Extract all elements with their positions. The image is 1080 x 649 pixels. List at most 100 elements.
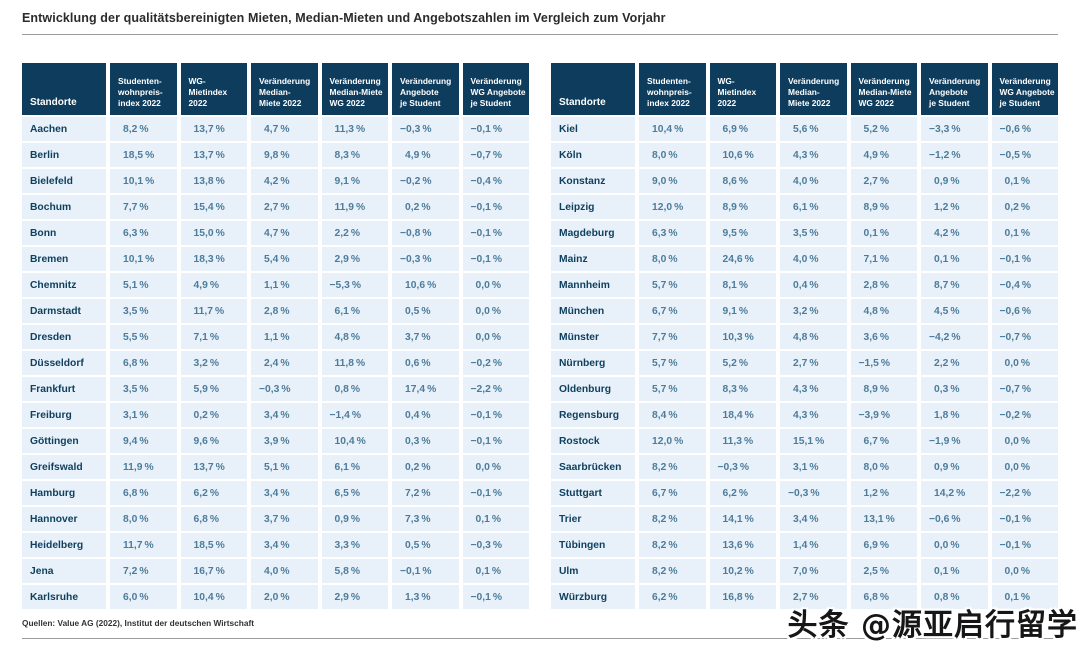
table-row: Ulm 8,2 % 10,2 % 7,0 % 2,5 % 0,1 % 0,0 % [551,558,1062,585]
value-cell: 4,3 % [778,402,851,429]
value-cell: 8,0 % [108,506,181,533]
page-title: Entwicklung der qualitätsbereinigten Mie… [22,11,666,25]
column-header: Studenten- wohnpreis- index 2022 [108,63,181,117]
value-cell: 8,2 % [637,506,710,533]
city-cell: Göttingen [22,428,110,455]
value-cell: 18,4 % [707,402,780,429]
value-cell: 8,0 % [848,454,921,481]
value-cell: 0,1 % [989,168,1062,195]
value-cell: 4,0 % [249,558,322,585]
value-cell: −3,9 % [848,402,921,429]
value-cell: 12,0 % [637,194,710,221]
city-cell: München [551,298,639,325]
value-cell: 6,8 % [108,480,181,507]
value-cell: 0,8 % [919,584,992,611]
value-cell: 3,5 % [778,220,851,247]
value-cell: −0,6 % [989,298,1062,325]
value-cell: 6,8 % [108,350,181,377]
value-cell: 13,7 % [178,142,251,169]
city-cell: Freiburg [22,402,110,429]
value-cell: 0,1 % [460,558,533,585]
city-cell: Dresden [22,324,110,351]
value-cell: −0,1 % [390,558,463,585]
bottom-divider [22,638,1058,639]
value-cell: 13,1 % [848,506,921,533]
city-cell: Münster [551,324,639,351]
table-row: Chemnitz 5,1 % 4,9 % 1,1 % −5,3 % 10,6 % 0,0 % [22,272,533,299]
value-cell: 9,1 % [319,168,392,195]
value-cell: 24,6 % [707,246,780,273]
value-cell: −0,1 % [460,428,533,455]
city-cell: Köln [551,142,639,169]
value-cell: 11,7 % [108,532,181,559]
value-cell: −0,1 % [460,584,533,611]
table-row: Trier 8,2 % 14,1 % 3,4 % 13,1 % −0,6 % −0,1 % [551,506,1062,533]
value-cell: 0,1 % [919,558,992,585]
value-cell: 11,8 % [319,350,392,377]
city-cell: Saarbrücken [551,454,639,481]
value-cell: 5,9 % [178,376,251,403]
value-cell: 11,9 % [108,454,181,481]
value-cell: 4,9 % [390,142,463,169]
value-cell: 4,3 % [778,376,851,403]
value-cell: 10,3 % [707,324,780,351]
value-cell: 7,7 % [637,324,710,351]
table-body: Kiel 10,4 % 6,9 % 5,6 % 5,2 % −3,3 % −0,6 % Köl… [551,116,1062,611]
table-row: Bochum 7,7 % 15,4 % 2,7 % 11,9 % 0,2 % −0,1 % [22,194,533,221]
value-cell: −0,1 % [460,246,533,273]
value-cell: 8,2 % [637,454,710,481]
value-cell: 0,2 % [989,194,1062,221]
value-cell: 0,4 % [390,402,463,429]
table-row: Mannheim 5,7 % 8,1 % 0,4 % 2,8 % 8,7 % −0,4 % [551,272,1062,299]
value-cell: 4,8 % [319,324,392,351]
value-cell: 6,9 % [707,116,780,143]
city-cell: Bochum [22,194,110,221]
table-row: Regensburg 8,4 % 18,4 % 4,3 % −3,9 % 1,8 % −0,… [551,402,1062,429]
value-cell: 5,7 % [637,376,710,403]
column-header: Veränderung Angebote je Student [919,63,992,117]
value-cell: 0,1 % [848,220,921,247]
rent-table-right: Standorte Studenten- wohnpreis- index 202… [551,63,1062,611]
value-cell: 6,3 % [108,220,181,247]
city-cell: Tübingen [551,532,639,559]
value-cell: 0,0 % [919,532,992,559]
value-cell: 3,4 % [249,402,322,429]
value-cell: 10,1 % [108,168,181,195]
value-cell: 9,0 % [637,168,710,195]
city-cell: Bremen [22,246,110,273]
table-row: Hannover 8,0 % 6,8 % 3,7 % 0,9 % 7,3 % 0,1 % [22,506,533,533]
value-cell: 2,9 % [319,246,392,273]
value-cell: 18,3 % [178,246,251,273]
table-row: Oldenburg 5,7 % 8,3 % 4,3 % 8,9 % 0,3 % −0,7 % [551,376,1062,403]
value-cell: 4,9 % [178,272,251,299]
value-cell: −0,2 % [390,168,463,195]
table-row: Karlsruhe 6,0 % 10,4 % 2,0 % 2,9 % 1,3 % −0,1 … [22,584,533,611]
value-cell: 8,9 % [707,194,780,221]
watermark: 头条 @源亚启行留学 [787,608,1078,643]
value-cell: −1,9 % [919,428,992,455]
value-cell: 2,8 % [249,298,322,325]
value-cell: 0,0 % [460,272,533,299]
value-cell: 10,4 % [319,428,392,455]
value-cell: 8,0 % [637,142,710,169]
table-row: Bremen 10,1 % 18,3 % 5,4 % 2,9 % −0,3 % −0,1 % [22,246,533,273]
value-cell: 5,2 % [848,116,921,143]
table-row: Berlin 18,5 % 13,7 % 9,8 % 8,3 % 4,9 % −0,7 % [22,142,533,169]
value-cell: 6,7 % [637,480,710,507]
column-header: Veränderung Median-Miete WG 2022 [319,63,392,117]
value-cell: 7,1 % [178,324,251,351]
city-cell: Bielefeld [22,168,110,195]
value-cell: 2,2 % [919,350,992,377]
city-cell: Trier [551,506,639,533]
value-cell: 4,2 % [919,220,992,247]
value-cell: 6,7 % [637,298,710,325]
value-cell: 9,1 % [707,298,780,325]
city-cell: Greifswald [22,454,110,481]
city-cell: Regensburg [551,402,639,429]
value-cell: 1,8 % [919,402,992,429]
city-cell: Oldenburg [551,376,639,403]
value-cell: 2,7 % [848,168,921,195]
table-row: Nürnberg 5,7 % 5,2 % 2,7 % −1,5 % 2,2 % 0,0 % [551,350,1062,377]
value-cell: 10,4 % [637,116,710,143]
column-header: WG- Mietindex 2022 [178,63,251,117]
